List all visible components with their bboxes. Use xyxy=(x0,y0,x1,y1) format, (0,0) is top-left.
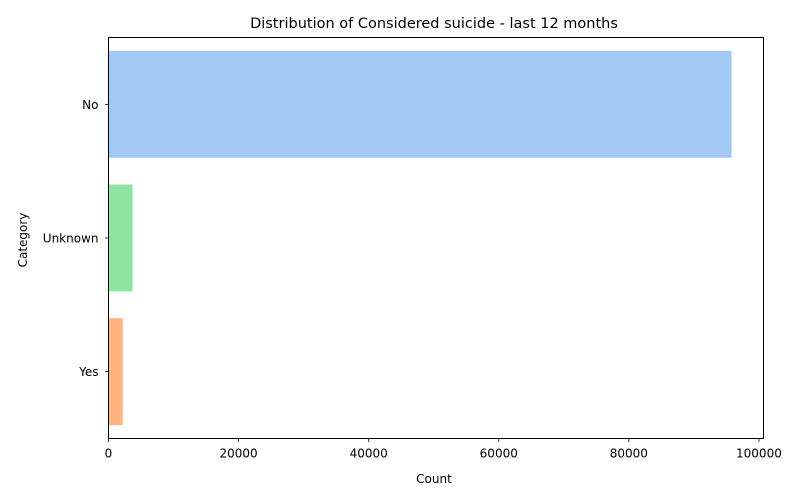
y-tick-label: Yes xyxy=(78,365,98,379)
x-tick-label: 40000 xyxy=(350,447,388,461)
x-tick-label: 60000 xyxy=(480,447,518,461)
x-axis: 0 20000 40000 60000 80000 100000 xyxy=(105,438,782,461)
bar-yes xyxy=(108,318,123,426)
x-tick-label: 0 xyxy=(105,447,113,461)
y-tick-label: No xyxy=(82,98,98,112)
bar-no xyxy=(108,50,732,158)
y-axis: No Unknown Yes xyxy=(43,98,109,379)
y-tick-label: Unknown xyxy=(43,232,99,246)
plot-frame xyxy=(108,37,764,439)
x-tick-label: 100000 xyxy=(736,447,782,461)
bars-layer xyxy=(108,50,732,426)
x-tick-label: 80000 xyxy=(610,447,648,461)
chart-title: Distribution of Considered suicide - las… xyxy=(250,16,618,32)
bar-unknown xyxy=(108,184,133,292)
x-tick-label: 20000 xyxy=(219,447,257,461)
x-axis-title: Count xyxy=(416,472,452,486)
y-axis-title: Category xyxy=(16,213,30,268)
